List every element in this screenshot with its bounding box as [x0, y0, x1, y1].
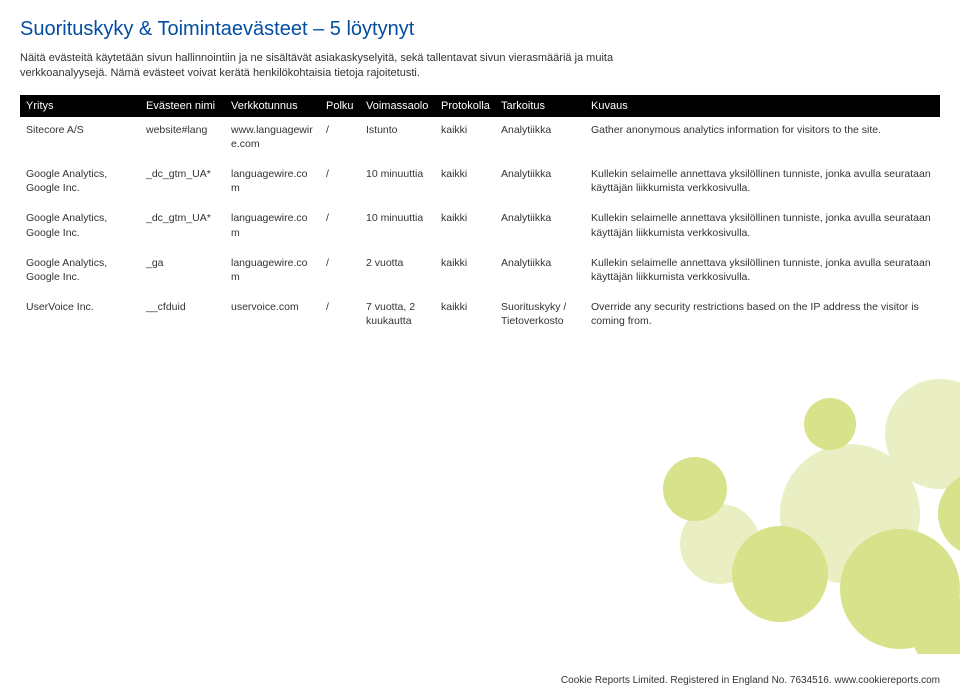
cell-domain: www.languagewire.com [225, 117, 320, 161]
cell-protocol: kaikki [435, 205, 495, 249]
cell-company: UserVoice Inc. [20, 294, 140, 338]
cell-path: / [320, 117, 360, 161]
cell-company: Google Analytics, Google Inc. [20, 161, 140, 205]
table-row: Google Analytics, Google Inc. _dc_gtm_UA… [20, 161, 940, 205]
cell-path: / [320, 205, 360, 249]
cell-protocol: kaikki [435, 161, 495, 205]
cell-purpose: Analytiikka [495, 250, 585, 294]
cell-expiry: 10 minuuttia [360, 205, 435, 249]
cell-company: Google Analytics, Google Inc. [20, 250, 140, 294]
table-header-row: Yritys Evästeen nimi Verkkotunnus Polku … [20, 95, 940, 117]
cell-domain: uservoice.com [225, 294, 320, 338]
cookie-table: Yritys Evästeen nimi Verkkotunnus Polku … [20, 95, 940, 339]
cell-domain: languagewire.com [225, 250, 320, 294]
table-row: Google Analytics, Google Inc. _ga langua… [20, 250, 940, 294]
cell-desc: Override any security restrictions based… [585, 294, 940, 338]
cell-desc: Kullekin selaimelle annettava yksilöllin… [585, 250, 940, 294]
cell-purpose: Analytiikka [495, 161, 585, 205]
cell-protocol: kaikki [435, 294, 495, 338]
cell-company: Google Analytics, Google Inc. [20, 205, 140, 249]
col-cookie: Evästeen nimi [140, 95, 225, 117]
col-path: Polku [320, 95, 360, 117]
cell-domain: languagewire.com [225, 205, 320, 249]
col-purpose: Tarkoitus [495, 95, 585, 117]
cell-domain: languagewire.com [225, 161, 320, 205]
cell-purpose: Analytiikka [495, 205, 585, 249]
table-row: Sitecore A/S website#lang www.languagewi… [20, 117, 940, 161]
col-desc: Kuvaus [585, 95, 940, 117]
cell-cookie: website#lang [140, 117, 225, 161]
cell-purpose: Suorituskyky / Tietoverkosto [495, 294, 585, 338]
cell-expiry: 7 vuotta, 2 kuukautta [360, 294, 435, 338]
col-expiry: Voimassaolo [360, 95, 435, 117]
page-heading: Suorituskyky & Toimintaevästeet – 5 löyt… [20, 18, 940, 41]
col-domain: Verkkotunnus [225, 95, 320, 117]
table-row: Google Analytics, Google Inc. _dc_gtm_UA… [20, 205, 940, 249]
cell-cookie: _dc_gtm_UA* [140, 205, 225, 249]
cell-desc: Kullekin selaimelle annettava yksilöllin… [585, 205, 940, 249]
cell-expiry: 10 minuuttia [360, 161, 435, 205]
cell-purpose: Analytiikka [495, 117, 585, 161]
cell-company: Sitecore A/S [20, 117, 140, 161]
cell-path: / [320, 250, 360, 294]
cell-protocol: kaikki [435, 117, 495, 161]
cell-path: / [320, 294, 360, 338]
cell-cookie: _ga [140, 250, 225, 294]
cell-cookie: __cfduid [140, 294, 225, 338]
cell-desc: Kullekin selaimelle annettava yksilöllin… [585, 161, 940, 205]
intro-text: Näitä evästeitä käytetään sivun hallinno… [20, 51, 620, 81]
cell-path: / [320, 161, 360, 205]
col-protocol: Protokolla [435, 95, 495, 117]
background-decoration [600, 314, 960, 654]
col-company: Yritys [20, 95, 140, 117]
cell-expiry: 2 vuotta [360, 250, 435, 294]
cell-expiry: Istunto [360, 117, 435, 161]
cell-protocol: kaikki [435, 250, 495, 294]
table-row: UserVoice Inc. __cfduid uservoice.com / … [20, 294, 940, 338]
page-content: Suorituskyky & Toimintaevästeet – 5 löyt… [0, 0, 960, 338]
cell-desc: Gather anonymous analytics information f… [585, 117, 940, 161]
footer-text: Cookie Reports Limited. Registered in En… [561, 675, 940, 686]
cell-cookie: _dc_gtm_UA* [140, 161, 225, 205]
